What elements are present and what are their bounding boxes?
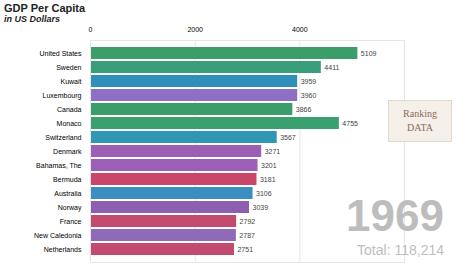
svg-text:Denmark: Denmark	[53, 148, 82, 155]
html-text:Total: 118,214: Total: 118,214	[357, 242, 444, 258]
html-text:1969: 1969	[346, 191, 444, 240]
svg-text:3866: 3866	[296, 106, 312, 113]
svg-text:3567: 3567	[280, 134, 296, 141]
html-text:in US Dollars: in US Dollars	[4, 14, 60, 24]
svg-text:Sweden: Sweden	[56, 64, 81, 71]
svg-text:3201: 3201	[261, 162, 277, 169]
svg-text:3039: 3039	[253, 204, 269, 211]
svg-text:2000: 2000	[187, 26, 203, 33]
svg-text:United States: United States	[39, 50, 82, 57]
svg-text:Kuwait: Kuwait	[60, 78, 81, 85]
svg-text:3959: 3959	[301, 78, 317, 85]
svg-text:4755: 4755	[342, 120, 358, 127]
svg-text:Netherlands: Netherlands	[44, 246, 82, 253]
html-text:DATA: DATA	[407, 122, 433, 133]
svg-text:4411: 4411	[324, 64, 339, 71]
svg-text:4000: 4000	[292, 26, 308, 33]
svg-text:Norway: Norway	[58, 204, 82, 212]
svg-text:5109: 5109	[361, 50, 377, 57]
svg-text:2787: 2787	[239, 232, 255, 239]
svg-text:0: 0	[89, 26, 93, 33]
svg-text:3106: 3106	[256, 190, 272, 197]
svg-text:Luxembourg: Luxembourg	[43, 92, 82, 100]
svg-text:2751: 2751	[237, 246, 253, 253]
svg-text:Australia: Australia	[54, 190, 81, 197]
svg-text:Bermuda: Bermuda	[53, 176, 82, 183]
html-text:Ranking: Ranking	[403, 108, 437, 119]
svg-text:Monaco: Monaco	[57, 120, 82, 127]
svg-text:Switzerland: Switzerland	[45, 134, 81, 141]
svg-text:2792: 2792	[240, 218, 256, 225]
svg-text:New Caledonia: New Caledonia	[34, 232, 82, 239]
svg-text:3181: 3181	[260, 176, 276, 183]
svg-text:France: France	[60, 218, 82, 225]
svg-text:Canada: Canada	[57, 106, 82, 113]
svg-text:3960: 3960	[301, 92, 317, 99]
svg-text:Bahamas, The: Bahamas, The	[36, 162, 82, 169]
html-text:GDP Per Capita: GDP Per Capita	[4, 2, 86, 14]
svg-text:3271: 3271	[265, 148, 281, 155]
